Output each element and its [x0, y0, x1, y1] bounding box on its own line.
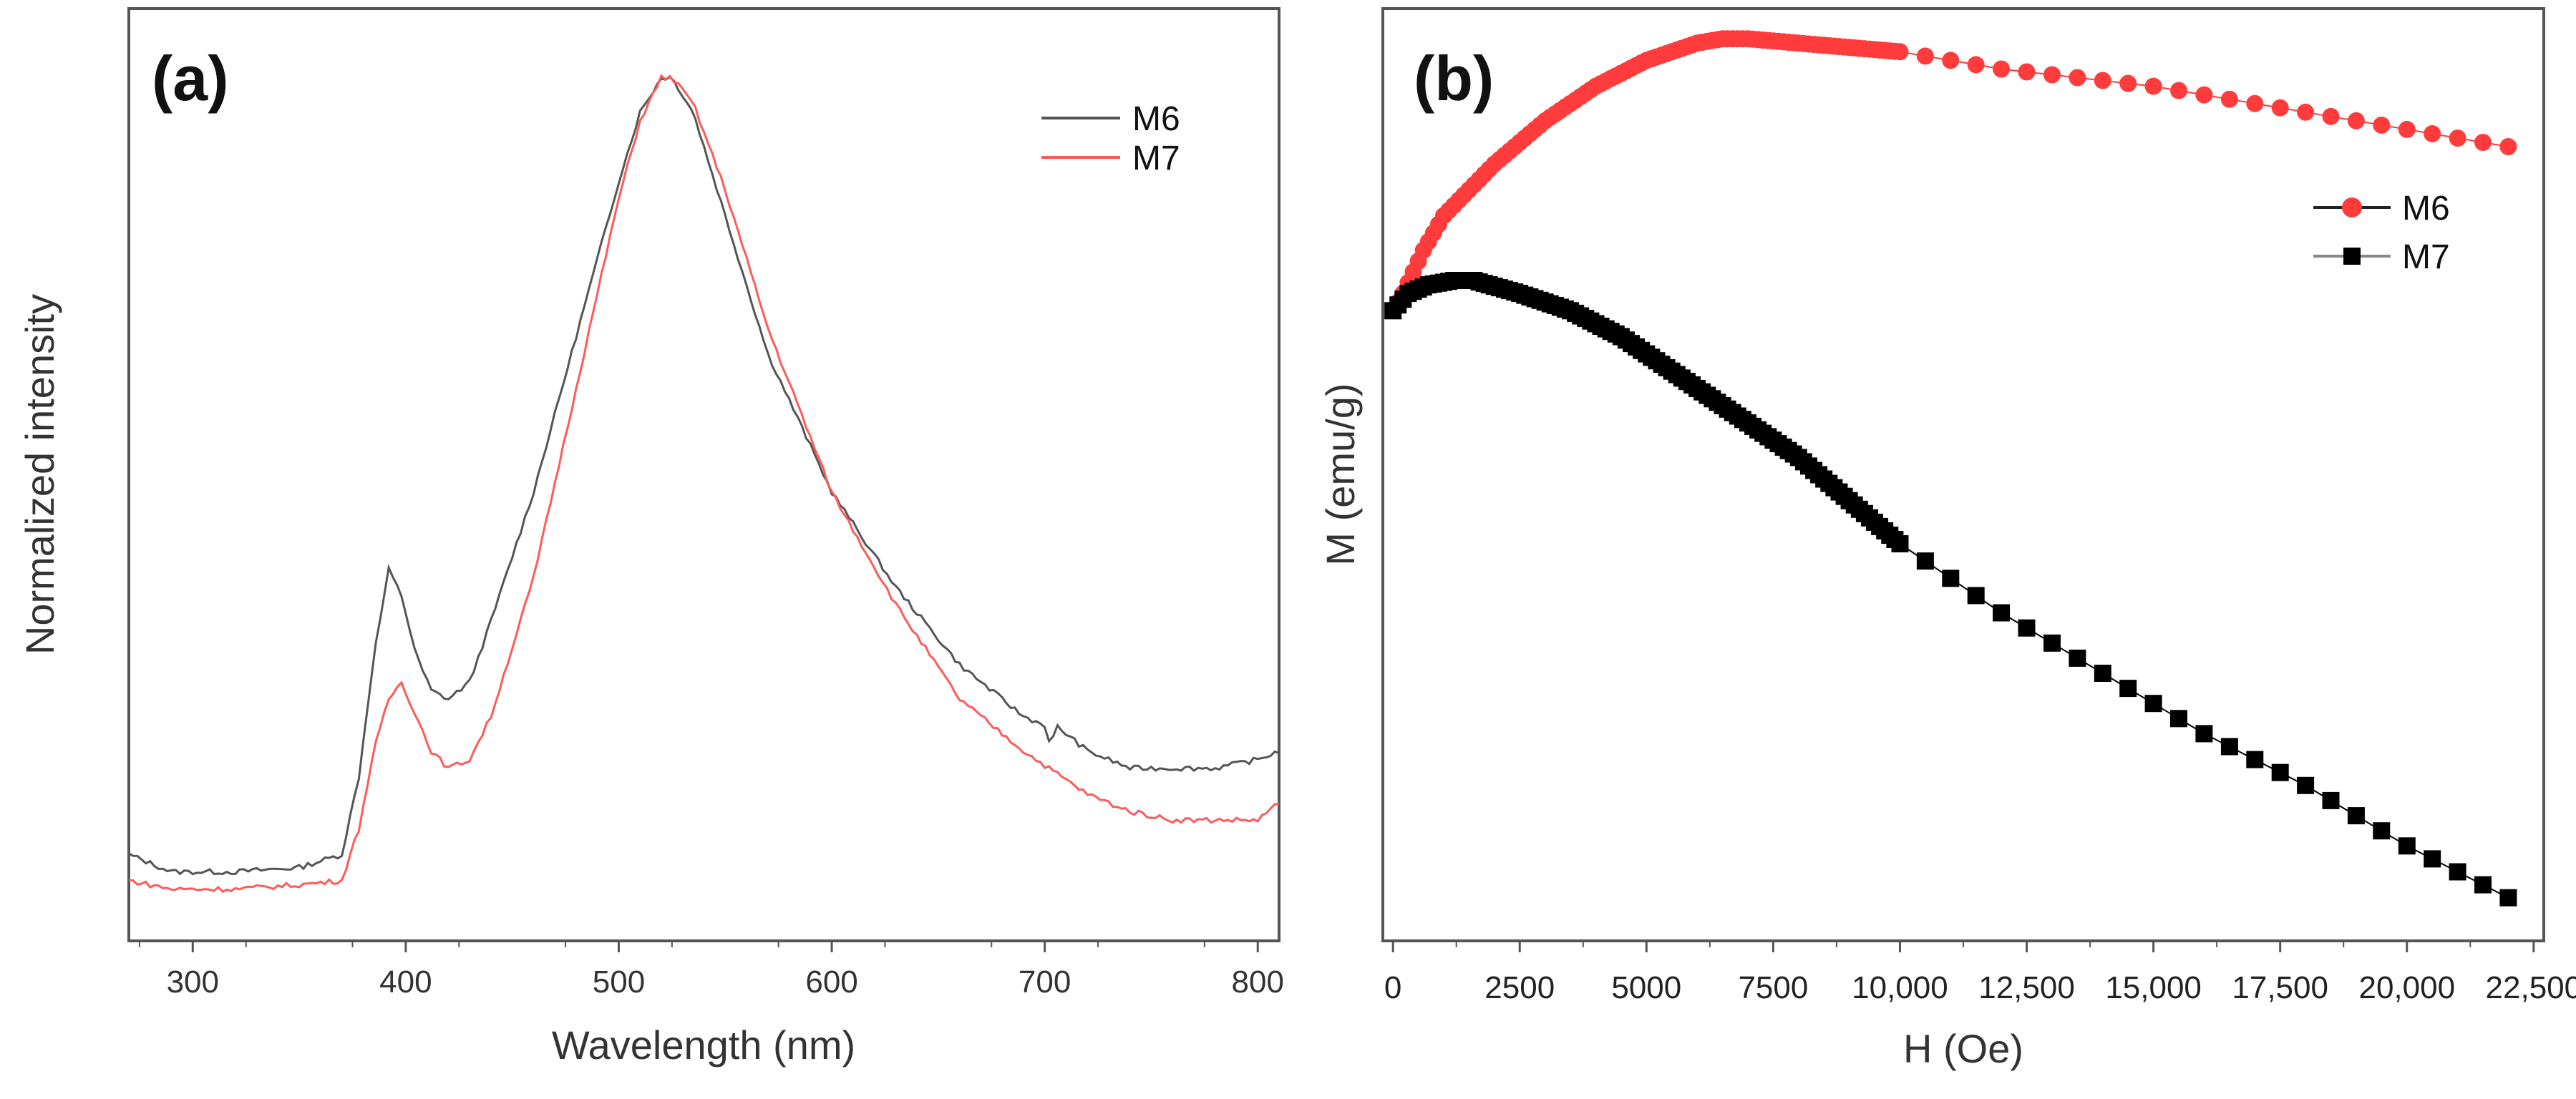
x-tick-label: 800 — [1232, 964, 1284, 1000]
x-tick-label: 22,500 — [2486, 970, 2576, 1005]
series-m6-point — [2246, 94, 2264, 112]
panel-b-y-axis-label: M (emu/g) — [1318, 383, 1363, 565]
series-m6-point — [2398, 120, 2416, 138]
panel-a-label: (a) — [152, 43, 229, 114]
series-m7-point — [2069, 649, 2086, 667]
series-m6-point — [2043, 66, 2061, 84]
panel-b-legend: M6 M7 — [2313, 190, 2450, 276]
panel-b-x-axis-label: H (Oe) — [1903, 1026, 2023, 1071]
series-m6-point — [2144, 77, 2162, 95]
x-tick-label: 0 — [1384, 970, 1401, 1005]
series-m7-point — [2373, 822, 2391, 840]
panel-a-series-group — [128, 74, 1280, 894]
series-m6-point — [2271, 99, 2289, 117]
x-tick-label: 20,000 — [2358, 970, 2455, 1005]
series-m7-point — [2474, 876, 2492, 894]
x-tick-label: 500 — [593, 964, 645, 1000]
series-m7-point — [2018, 619, 2036, 637]
series-m7-point — [1916, 552, 1934, 570]
series-m7-point — [2170, 710, 2187, 728]
series-m6-point — [2094, 72, 2111, 89]
legend-b-m6-label: M6 — [2402, 190, 2450, 228]
panel-a-legend: M6 M7 — [1041, 100, 1180, 177]
series-m6-point — [1916, 47, 1934, 65]
series-m7-point — [2119, 680, 2137, 698]
series-m6-point — [2220, 90, 2238, 108]
legend-a-m7-label: M7 — [1132, 140, 1180, 177]
series-m7-point — [2094, 665, 2111, 682]
series-m6-point — [2119, 74, 2137, 92]
x-tick-label: 300 — [167, 964, 219, 1000]
legend-a-m6-label: M6 — [1132, 100, 1180, 138]
series-m7-point — [2195, 725, 2213, 743]
series-m6-point — [2297, 103, 2315, 121]
series-m6-point — [1967, 56, 1985, 74]
panel-a-y-axis-label: Normalized intensity — [17, 294, 62, 655]
panel-a-x-ticks: 300 400 500 600 700 800 — [138, 941, 1284, 1000]
series-m6-point — [2069, 69, 2086, 87]
x-tick-label: 10,000 — [1852, 970, 1948, 1005]
series-m7-point — [2322, 791, 2340, 809]
series-m6-point — [2499, 138, 2517, 155]
series-m6-point — [2424, 124, 2441, 142]
x-tick-label: 5000 — [1611, 970, 1681, 1005]
series-m6-point — [1891, 43, 1909, 61]
series-m7-point — [2398, 837, 2416, 855]
x-tick-label: 400 — [379, 964, 432, 1000]
series-m6-point — [2170, 82, 2187, 99]
legend-b-m7-label: M7 — [2402, 238, 2450, 276]
series-m6-point — [2474, 134, 2492, 151]
x-tick-label: 2500 — [1484, 970, 1555, 1005]
panel-b-magnetization: 0 2500 5000 7500 10,000 12,500 15,000 17,500 20,… — [1318, 7, 2576, 1071]
x-tick-label: 17,500 — [2232, 970, 2328, 1005]
panel-a-photoluminescence: 300 400 500 600 700 800 Wavelength (nm) Norma… — [17, 7, 1284, 1068]
series-m6-point — [2347, 112, 2365, 130]
series-m6-point — [2322, 107, 2340, 125]
legend-b-m6-marker — [2342, 197, 2362, 218]
series-m6-point — [1942, 52, 1960, 69]
series-m7-point — [2246, 751, 2264, 768]
series-m6-point — [2195, 86, 2213, 104]
series-m7-point — [2499, 889, 2517, 907]
series-m7-point — [2271, 763, 2289, 781]
x-tick-label: 15,000 — [2105, 970, 2202, 1005]
x-tick-label: 7500 — [1738, 970, 1808, 1005]
x-tick-label: 12,500 — [1978, 970, 2075, 1005]
series-m7-point — [2449, 863, 2466, 881]
series-m6-point — [2373, 116, 2391, 134]
legend-b-m7-marker — [2343, 248, 2361, 265]
series-m6-point — [2018, 63, 2036, 81]
panel-b-series-group — [1384, 30, 2517, 907]
series-m7-line — [128, 74, 1280, 894]
series-m7-point — [2347, 807, 2365, 825]
panel-b-x-ticks: 0 2500 5000 7500 10,000 12,500 15,000 17,500 20,… — [1384, 941, 2576, 1005]
series-m7-point — [1891, 535, 1909, 552]
panel-a-frame — [127, 7, 1280, 942]
panel-a-x-axis-label: Wavelength (nm) — [552, 1022, 855, 1068]
x-tick-label: 600 — [805, 964, 857, 1000]
series-m7-point — [2424, 850, 2441, 868]
series-m7-point — [2144, 695, 2162, 713]
series-m6-line — [128, 75, 1280, 876]
series-m7-point — [1942, 570, 1960, 587]
series-m6-point — [2449, 130, 2466, 147]
series-m6-point — [1993, 60, 2011, 78]
series-m7-point — [2043, 634, 2061, 652]
series-m7-point — [2297, 776, 2315, 794]
panel-b-label: (b) — [1414, 43, 1494, 114]
series-m7-point — [1967, 587, 1985, 605]
series-m7-point — [2220, 738, 2238, 756]
series-m7-point — [1993, 604, 2011, 622]
x-tick-label: 700 — [1019, 964, 1071, 1000]
